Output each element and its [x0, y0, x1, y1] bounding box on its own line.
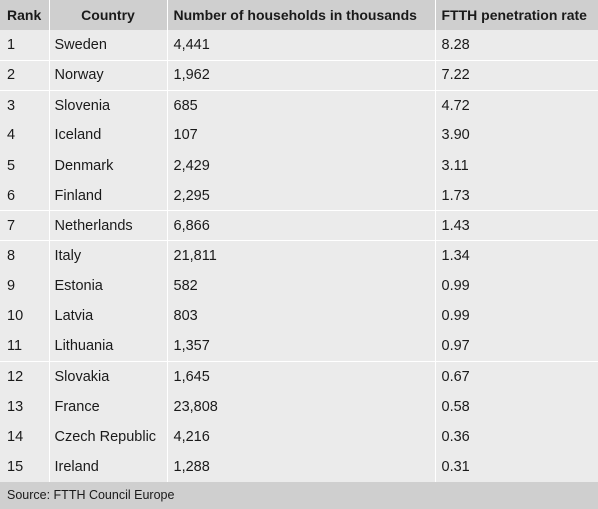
households-cell: 685	[167, 89, 436, 121]
households-cell: 582	[167, 271, 436, 302]
table-row: 10 Latvia 803 0.99	[0, 301, 598, 332]
country-cell: Denmark	[49, 150, 168, 181]
table-row: 8 Italy 21,811 1.34	[0, 240, 598, 272]
table-row: 11 Lithuania 1,357 0.97	[0, 331, 598, 362]
ftth-rate-cell: 3.90	[441, 127, 470, 144]
ftth-rate-cell: 3.11	[441, 157, 469, 174]
rank-cell: 12	[0, 361, 50, 392]
country-cell: Slovakia	[49, 361, 168, 392]
households-cell: 1,962	[167, 59, 436, 91]
country-cell: Netherlands	[49, 210, 168, 241]
rank-cell: 4	[0, 120, 50, 151]
country-cell: Italy	[49, 240, 168, 272]
table-row: 3 Slovenia 685 4.72	[0, 89, 598, 121]
households-cell: 23,808	[167, 391, 436, 422]
rank-cell: 5	[0, 150, 50, 181]
header-households: Number of households in thousands	[167, 0, 436, 30]
ftth-rate-cell: 0.58	[441, 398, 470, 415]
households-cell: 2,429	[167, 150, 436, 181]
country-cell: Sweden	[49, 30, 168, 61]
ftth-rate-cell: 0.36	[441, 428, 470, 445]
ftth-rate-cell: 0.31	[441, 459, 470, 476]
rank-cell: 14	[0, 421, 50, 452]
rank-cell: 9	[0, 271, 50, 302]
rank-cell: 1	[0, 30, 50, 61]
ftth-rate-cell: 1.73	[441, 187, 470, 204]
households-cell: 4,441	[167, 30, 436, 61]
ftth-rate-cell: 0.99	[441, 308, 470, 325]
households-cell: 1,288	[167, 451, 436, 483]
table-row: 4 Iceland 107 3.90	[0, 120, 598, 151]
header-ftth-rate: FTTH penetration rate	[441, 7, 587, 23]
ftth-rate-cell: 0.97	[441, 338, 470, 355]
households-cell: 2,295	[167, 180, 436, 211]
header-row: Rank Country Number of households in tho…	[0, 0, 598, 30]
rank-cell: 3	[0, 89, 50, 121]
rank-cell: 6	[0, 180, 50, 211]
country-cell: Norway	[49, 59, 168, 91]
country-cell: France	[49, 391, 168, 422]
header-rank: Rank	[0, 0, 50, 30]
ftth-rate-cell: 1.34	[435, 240, 598, 272]
households-cell: 6,866	[167, 210, 436, 241]
households-cell: 1,645	[167, 361, 436, 392]
rank-cell: 15	[0, 451, 50, 483]
ftth-rate-cell: 0.99	[441, 278, 470, 295]
table-header: Rank Country Number of households in tho…	[0, 0, 598, 30]
table-body: 1 Sweden 4,441 8.28 2 Norway 1,962 7.22 3 Sloveni…	[0, 30, 598, 483]
country-cell: Lithuania	[49, 331, 168, 362]
ftth-rate-cell: 4.72	[435, 89, 598, 121]
ftth-ranking-table: Rank Country Number of households in tho…	[0, 0, 598, 483]
table-row: 12 Slovakia 1,645 0.67	[0, 361, 598, 392]
table-row: 7 Netherlands 6,866 1.43	[0, 210, 598, 241]
rank-cell: 7	[0, 210, 50, 241]
country-cell: Finland	[49, 180, 168, 211]
table-row: 1 Sweden 4,441 8.28	[0, 30, 598, 61]
rank-cell: 2	[0, 59, 50, 91]
households-cell: 1,357	[167, 331, 436, 362]
table-row: 13 France 23,808 0.58	[0, 391, 598, 422]
source-note: Source: FTTH Council Europe	[0, 482, 598, 509]
table-row: 9 Estonia 582 0.99	[0, 271, 598, 302]
table-row: 15 Ireland 1,288 0.31	[0, 451, 598, 483]
ftth-rate-cell: 0.67	[435, 361, 598, 392]
households-cell: 4,216	[167, 421, 436, 452]
table-row: 6 Finland 2,295 1.73	[0, 180, 598, 211]
country-cell: Latvia	[49, 301, 168, 332]
country-cell: Estonia	[49, 271, 168, 302]
rank-cell: 8	[0, 240, 50, 272]
households-cell: 803	[167, 301, 436, 332]
header-country: Country	[49, 0, 168, 30]
ftth-rate-cell: 8.28	[441, 36, 470, 53]
country-cell: Slovenia	[49, 89, 168, 121]
country-cell: Ireland	[49, 451, 168, 483]
country-cell: Iceland	[49, 120, 168, 151]
rank-cell: 10	[0, 301, 50, 332]
households-cell: 107	[167, 120, 436, 151]
country-cell: Czech Republic	[49, 421, 168, 452]
table-row: 2 Norway 1,962 7.22	[0, 59, 598, 91]
table-row: 14 Czech Republic 4,216 0.36	[0, 421, 598, 452]
rank-cell: 11	[0, 331, 50, 362]
households-cell: 21,811	[167, 240, 436, 272]
ftth-rate-cell: 1.43	[435, 210, 598, 241]
ftth-rate-cell: 7.22	[435, 59, 598, 91]
table-row: 5 Denmark 2,429 3.11	[0, 150, 598, 181]
rank-cell: 13	[0, 391, 50, 422]
